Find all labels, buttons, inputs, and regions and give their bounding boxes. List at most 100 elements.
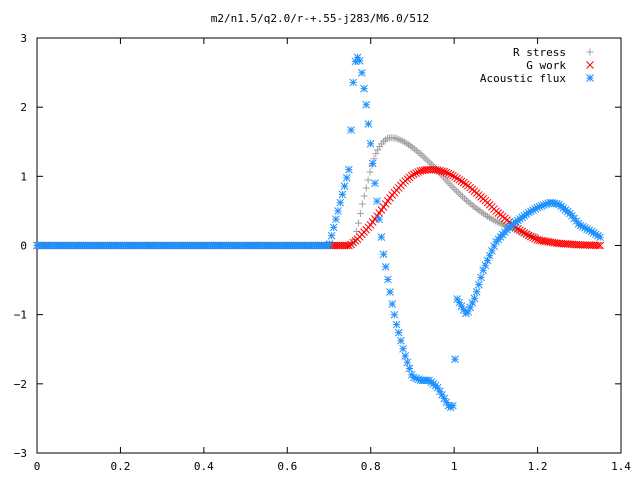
data-point xyxy=(424,157,432,165)
data-point xyxy=(522,230,531,239)
data-point xyxy=(453,187,461,195)
y-tick-label: −1 xyxy=(14,309,27,322)
data-point xyxy=(524,208,533,217)
data-point xyxy=(355,57,364,65)
data-point xyxy=(436,166,444,175)
data-point xyxy=(464,198,472,206)
data-point xyxy=(379,250,388,259)
data-point xyxy=(366,139,375,148)
data-point xyxy=(360,84,368,93)
data-point xyxy=(325,240,334,248)
x-tick-label: 0.4 xyxy=(194,460,214,473)
data-point xyxy=(516,226,524,235)
data-point xyxy=(399,344,407,353)
data-point xyxy=(451,173,459,181)
data-point xyxy=(375,215,384,224)
data-point xyxy=(394,328,403,337)
data-point xyxy=(594,241,602,250)
data-point xyxy=(372,150,380,158)
data-point xyxy=(373,197,381,206)
data-point xyxy=(362,184,370,192)
x-tick-label: 0.8 xyxy=(361,460,381,473)
data-point xyxy=(468,201,476,209)
data-point xyxy=(422,155,430,163)
data-point xyxy=(392,320,401,329)
data-point xyxy=(386,288,394,296)
data-point xyxy=(420,153,428,161)
data-point xyxy=(453,174,462,183)
data-point xyxy=(358,68,366,77)
data-point xyxy=(426,159,434,167)
data-point xyxy=(472,287,481,296)
series-r-stress xyxy=(33,134,542,249)
data-point xyxy=(345,241,353,250)
series-g-work xyxy=(33,165,604,250)
data-point xyxy=(327,231,336,240)
data-point xyxy=(377,233,386,241)
legend-marker xyxy=(586,48,594,56)
data-point xyxy=(401,352,410,360)
data-point xyxy=(470,294,479,303)
y-tick-label: 0 xyxy=(20,240,27,253)
axis-ticks: 0 0.2 0.4 0.6 0.8 1 1.2 1.4 3 2 1 0 −1 −2 −3 xyxy=(14,32,632,473)
legend-label: Acoustic flux xyxy=(480,72,566,85)
data-point xyxy=(340,182,349,191)
data-point xyxy=(374,146,382,154)
data-point xyxy=(360,192,368,200)
data-point xyxy=(410,170,418,179)
data-point xyxy=(384,275,392,284)
data-point xyxy=(459,178,468,187)
data-point xyxy=(596,233,604,242)
data-point xyxy=(524,231,533,240)
data-point xyxy=(466,199,474,207)
data-point xyxy=(329,223,338,232)
data-point xyxy=(336,198,345,207)
x-tick-label: 1 xyxy=(451,460,458,473)
x-tick-label: 0 xyxy=(34,460,41,473)
data-point xyxy=(531,234,540,243)
data-point xyxy=(412,169,420,178)
x-tick-label: 1.2 xyxy=(528,460,548,473)
data-point xyxy=(412,146,420,154)
x-tick-label: 0.6 xyxy=(277,460,297,473)
data-point xyxy=(416,150,424,158)
data-point xyxy=(381,262,390,271)
legend-label: G work xyxy=(526,59,566,72)
data-point xyxy=(440,394,449,403)
data-point xyxy=(520,228,529,237)
data-point xyxy=(526,232,535,241)
data-point xyxy=(388,300,397,308)
data-point xyxy=(397,336,405,345)
data-point xyxy=(403,358,412,367)
data-point xyxy=(457,177,466,186)
data-point xyxy=(334,207,342,215)
data-point xyxy=(457,191,465,199)
data-point xyxy=(455,189,463,197)
data-point xyxy=(449,171,457,180)
data-point xyxy=(364,176,372,184)
y-tick-label: 1 xyxy=(20,170,27,183)
data-point xyxy=(438,167,446,176)
data-point xyxy=(444,169,453,178)
data-point xyxy=(474,280,483,289)
data-point xyxy=(529,233,537,242)
data-point xyxy=(455,298,464,307)
series-acoustic-flux xyxy=(33,53,604,412)
data-point xyxy=(390,310,399,319)
data-point xyxy=(362,100,371,109)
data-point xyxy=(338,190,347,199)
data-point xyxy=(368,159,377,168)
data-point xyxy=(442,168,451,177)
y-tick-label: 3 xyxy=(20,32,27,45)
y-tick-label: 2 xyxy=(20,101,27,114)
data-point xyxy=(460,194,468,202)
data-point xyxy=(446,170,455,179)
data-point xyxy=(332,215,340,224)
legend-label: R stress xyxy=(513,46,566,59)
y-tick-label: −2 xyxy=(14,378,27,391)
y-tick-label: −3 xyxy=(14,447,27,460)
data-point xyxy=(414,148,422,156)
data-point xyxy=(596,241,604,250)
data-point xyxy=(371,179,379,188)
